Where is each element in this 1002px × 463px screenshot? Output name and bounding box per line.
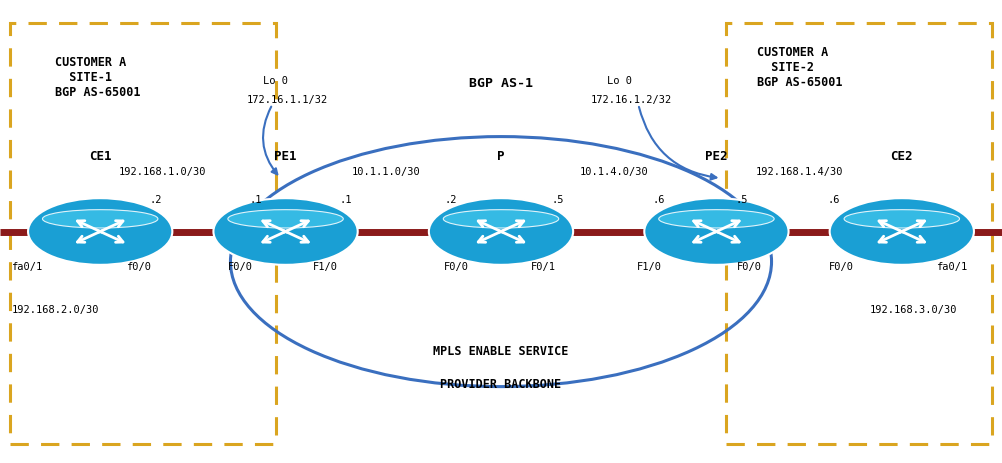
- Text: 192.168.3.0/30: 192.168.3.0/30: [870, 305, 957, 315]
- Text: MPLS ENABLE SERVICE: MPLS ENABLE SERVICE: [433, 345, 569, 358]
- Text: 10.1.1.0/30: 10.1.1.0/30: [352, 167, 420, 177]
- Text: .1: .1: [249, 195, 262, 205]
- Text: .6: .6: [652, 195, 664, 205]
- Text: f0/0: f0/0: [126, 262, 150, 272]
- Circle shape: [213, 198, 358, 265]
- Circle shape: [644, 198, 789, 265]
- Text: .2: .2: [149, 195, 161, 205]
- Text: .1: .1: [340, 195, 352, 205]
- Text: CUSTOMER A
  SITE-2
BGP AS-65001: CUSTOMER A SITE-2 BGP AS-65001: [757, 46, 842, 89]
- Text: 192.168.2.0/30: 192.168.2.0/30: [12, 305, 99, 315]
- Text: 10.1.4.0/30: 10.1.4.0/30: [580, 167, 648, 177]
- Text: F0/0: F0/0: [830, 262, 854, 272]
- Text: P: P: [497, 150, 505, 163]
- Text: F1/0: F1/0: [637, 262, 661, 272]
- Text: .5: .5: [735, 195, 747, 205]
- Text: F0/0: F0/0: [737, 262, 762, 272]
- Text: PROVIDER BACKBONE: PROVIDER BACKBONE: [441, 378, 561, 391]
- Text: fa0/1: fa0/1: [11, 262, 43, 272]
- Text: PE1: PE1: [275, 150, 297, 163]
- Text: 172.16.1.1/32: 172.16.1.1/32: [246, 94, 328, 105]
- Ellipse shape: [42, 210, 158, 228]
- Ellipse shape: [844, 210, 960, 228]
- Ellipse shape: [443, 210, 559, 228]
- Circle shape: [28, 198, 172, 265]
- Text: Lo 0: Lo 0: [607, 76, 632, 86]
- Text: PE2: PE2: [705, 150, 727, 163]
- Ellipse shape: [658, 210, 775, 228]
- Text: F0/0: F0/0: [228, 262, 253, 272]
- Ellipse shape: [227, 210, 344, 228]
- Text: .5: .5: [552, 195, 564, 205]
- Text: fa0/1: fa0/1: [936, 262, 968, 272]
- Text: BGP AS-1: BGP AS-1: [469, 77, 533, 90]
- Text: 172.16.1.2/32: 172.16.1.2/32: [591, 94, 672, 105]
- Text: F0/1: F0/1: [531, 262, 555, 272]
- Text: .6: .6: [828, 195, 840, 205]
- Text: 192.168.1.4/30: 192.168.1.4/30: [756, 167, 844, 177]
- Text: .2: .2: [445, 195, 457, 205]
- Text: 192.168.1.0/30: 192.168.1.0/30: [118, 167, 206, 177]
- Text: CE1: CE1: [89, 150, 111, 163]
- Text: F0/0: F0/0: [444, 262, 468, 272]
- Text: Lo 0: Lo 0: [263, 76, 288, 86]
- Text: CE2: CE2: [891, 150, 913, 163]
- Circle shape: [830, 198, 974, 265]
- Circle shape: [429, 198, 573, 265]
- Text: F1/0: F1/0: [314, 262, 338, 272]
- Text: CUSTOMER A
  SITE-1
BGP AS-65001: CUSTOMER A SITE-1 BGP AS-65001: [55, 56, 140, 99]
